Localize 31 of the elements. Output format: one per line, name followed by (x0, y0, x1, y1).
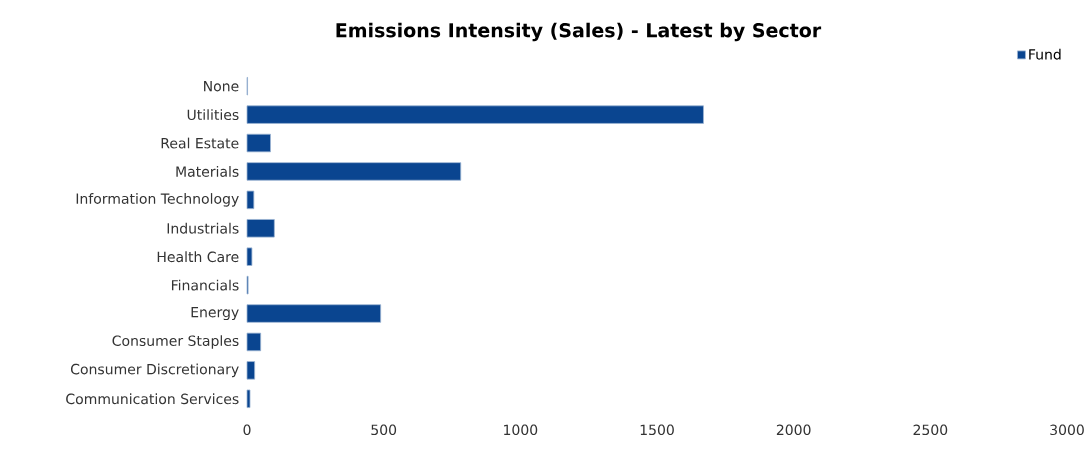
y-tick-label: Real Estate (161, 137, 239, 149)
bar (246, 247, 253, 266)
x-tick-label: 1000 (504, 424, 538, 436)
x-tick-label: 2500 (913, 424, 948, 436)
bar (246, 190, 255, 210)
y-tick-label: Consumer Discretionary (70, 363, 239, 378)
bar (246, 389, 251, 408)
y-tick-label: Information Technology (76, 193, 239, 207)
y-tick-label: Health Care (157, 251, 239, 263)
x-tick-label: 2000 (776, 424, 811, 436)
legend-label: Fund (1029, 48, 1061, 60)
y-tick-label: Financials (171, 279, 239, 291)
x-tick-label: 0 (243, 424, 251, 436)
x-tick-label: 3000 (1050, 424, 1084, 436)
bar (246, 219, 275, 238)
bar (246, 105, 704, 124)
bar (246, 162, 462, 181)
x-tick-label: 1500 (640, 424, 674, 436)
bar (246, 133, 271, 153)
y-tick-label: None (204, 81, 239, 92)
y-tick-label: Energy (191, 306, 239, 321)
bar (246, 332, 262, 352)
y-tick-label: Materials (176, 166, 239, 177)
y-tick-label: Utilities (187, 109, 239, 121)
bar (246, 304, 382, 323)
y-tick-label: Communication Services (66, 393, 239, 405)
y-tick-label: Consumer Staples (112, 335, 239, 349)
x-tick-label: 500 (371, 424, 397, 436)
y-tick-label: Industrials (167, 222, 239, 234)
chart-title: Emissions Intensity (Sales) - Latest by Sector (336, 22, 822, 42)
bar (246, 361, 256, 380)
